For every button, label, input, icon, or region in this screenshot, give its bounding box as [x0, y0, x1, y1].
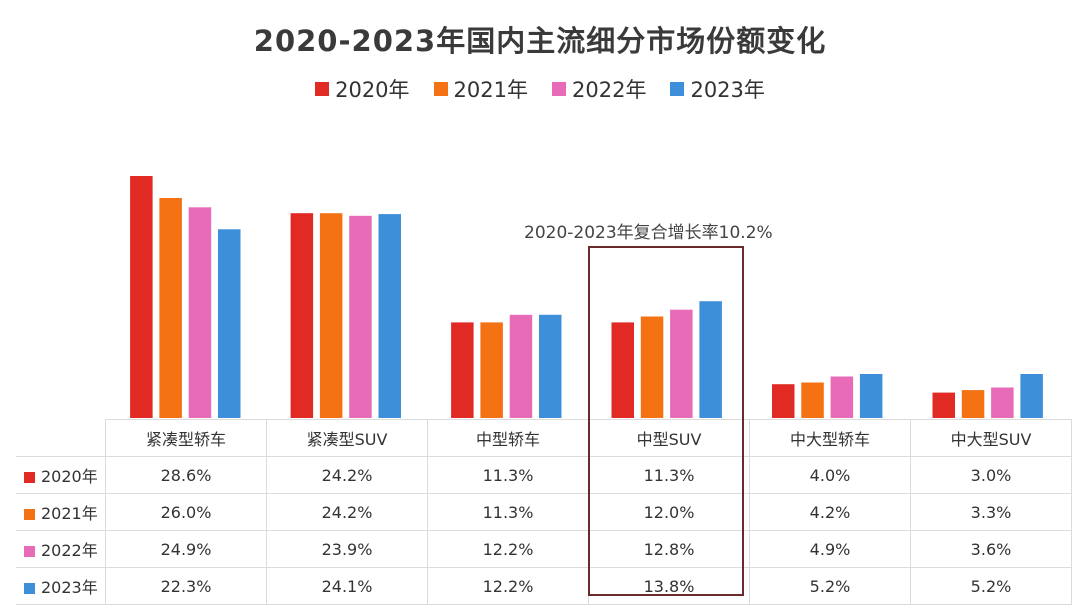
- legend-label: 2021年: [453, 78, 528, 102]
- bar: [830, 376, 854, 418]
- legend-label: 2022年: [572, 78, 647, 102]
- chart-title: 2020-2023年国内主流细分市场份额变化: [253, 24, 827, 58]
- bar: [218, 229, 241, 418]
- row-header: 2020年: [16, 456, 106, 494]
- table-row: 2023年 22.3% 24.1% 12.2% 13.8% 5.2% 5.2%: [16, 567, 1072, 605]
- category-label: 中大型轿车: [749, 419, 911, 457]
- legend-swatch: [433, 82, 448, 96]
- highlight-box: [588, 246, 744, 596]
- bar: [539, 314, 562, 418]
- bar: [509, 314, 533, 418]
- bar: [1020, 374, 1043, 418]
- data-label: 12.2%: [427, 530, 589, 568]
- bar: [130, 176, 153, 418]
- bar-chart: [130, 176, 1043, 418]
- legend: 2020年 2021年 2022年 2023年: [0, 74, 1080, 104]
- bar: [640, 316, 664, 418]
- legend-item: 2022年: [552, 74, 646, 104]
- row-header: 2022年: [16, 530, 106, 568]
- bar: [932, 392, 955, 418]
- legend-label: 2020年: [335, 78, 410, 102]
- bar: [611, 322, 634, 418]
- bar: [290, 213, 314, 418]
- table-row: 2020年 28.6% 24.2% 11.3% 11.3% 4.0% 3.0%: [16, 456, 1072, 494]
- row-swatch: [24, 583, 35, 594]
- row-label: 2020年: [41, 467, 98, 486]
- data-label: 11.3%: [427, 456, 589, 494]
- data-label: 11.3%: [427, 493, 589, 531]
- row-header: 2021年: [16, 493, 106, 531]
- data-label: 3.3%: [910, 493, 1072, 531]
- bar: [961, 390, 985, 418]
- data-label: 12.2%: [427, 567, 589, 605]
- growth-annotation: 2020-2023年复合增长率10.2%: [524, 223, 773, 243]
- bar: [801, 382, 824, 418]
- bar: [451, 322, 474, 418]
- bar: [670, 309, 693, 418]
- row-swatch: [24, 509, 35, 520]
- bar: [772, 384, 795, 418]
- table-header-row: 紧凑型轿车 紧凑型SUV 中型轿车 中型SUV 中大型轿车 中大型SUV: [16, 419, 1072, 457]
- data-label: 22.3%: [105, 567, 267, 605]
- legend-swatch: [670, 82, 685, 96]
- legend-swatch: [552, 82, 566, 96]
- legend-swatch: [315, 82, 330, 96]
- legend-item: 2020年: [315, 74, 410, 104]
- table-row: 2021年 26.0% 24.2% 11.3% 12.0% 4.2% 3.3%: [16, 493, 1072, 531]
- category-label: 中大型SUV: [910, 419, 1072, 457]
- data-label: 4.2%: [749, 493, 911, 531]
- bar: [991, 387, 1014, 418]
- row-swatch: [24, 472, 35, 483]
- row-label: 2021年: [41, 504, 98, 523]
- data-label: 3.0%: [910, 456, 1072, 494]
- legend-item: 2021年: [433, 74, 528, 104]
- data-label: 5.2%: [910, 567, 1072, 605]
- category-label: 中型轿车: [427, 419, 589, 457]
- row-label: 2023年: [41, 578, 98, 597]
- data-label: 3.6%: [910, 530, 1072, 568]
- data-label: 24.9%: [105, 530, 267, 568]
- data-label: 26.0%: [105, 493, 267, 531]
- table-corner: [16, 419, 106, 457]
- data-label: 4.0%: [749, 456, 911, 494]
- table-row: 2022年 24.9% 23.9% 12.2% 12.8% 4.9% 3.6%: [16, 530, 1072, 568]
- bar: [319, 213, 343, 418]
- data-label: 4.9%: [749, 530, 911, 568]
- row-swatch: [24, 546, 35, 557]
- bar: [859, 374, 883, 418]
- data-label: 23.9%: [266, 530, 428, 568]
- data-label: 24.2%: [266, 456, 428, 494]
- category-label: 紧凑型SUV: [266, 419, 428, 457]
- bar: [480, 322, 503, 418]
- category-label: 紧凑型轿车: [105, 419, 267, 457]
- data-label: 5.2%: [749, 567, 911, 605]
- bar: [188, 207, 212, 418]
- data-label: 28.6%: [105, 456, 267, 494]
- data-label: 24.2%: [266, 493, 428, 531]
- data-table: 紧凑型轿车 紧凑型SUV 中型轿车 中型SUV 中大型轿车 中大型SUV 2020年 28.…: [16, 419, 1072, 605]
- data-label: 11.3%: [588, 456, 750, 494]
- legend-item: 2023年: [670, 74, 765, 104]
- bar: [349, 215, 372, 418]
- data-label: 24.1%: [266, 567, 428, 605]
- bar: [159, 198, 182, 418]
- table-body: 2020年 28.6% 24.2% 11.3% 11.3% 4.0% 3.0% 2021年 26…: [16, 456, 1072, 605]
- bar: [378, 214, 401, 418]
- row-label: 2022年: [41, 541, 98, 560]
- data-label: 13.8%: [588, 567, 750, 605]
- legend-label: 2023年: [690, 78, 765, 102]
- row-header: 2023年: [16, 567, 106, 605]
- bar: [699, 301, 722, 418]
